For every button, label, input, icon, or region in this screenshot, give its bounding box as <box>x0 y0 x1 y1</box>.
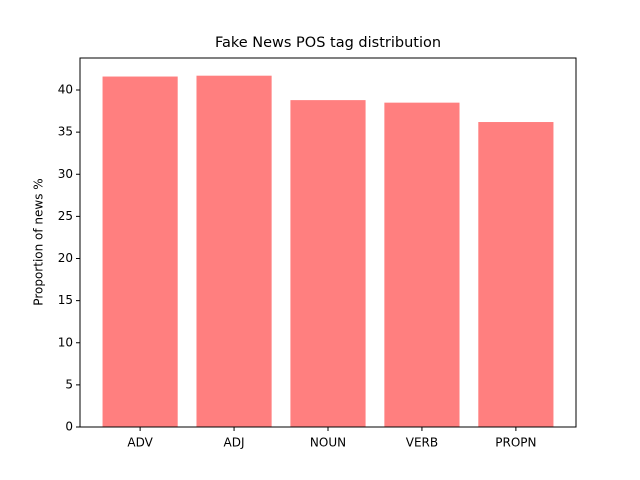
x-tick-label: PROPN <box>495 436 536 450</box>
y-tick-label: 0 <box>65 420 73 434</box>
y-tick-label: 5 <box>65 377 73 391</box>
plot-frame <box>79 57 577 428</box>
x-tick-label: ADJ <box>224 436 245 450</box>
y-tick-label: 10 <box>58 335 73 349</box>
y-tick-label: 40 <box>58 83 73 97</box>
y-tick-label: 15 <box>58 293 73 307</box>
chart-title: Fake News POS tag distribution <box>215 35 441 51</box>
bar <box>102 76 178 428</box>
x-tick-label: ADV <box>127 436 153 450</box>
y-tick-label: 35 <box>58 125 73 139</box>
x-tick-label: VERB <box>406 436 438 450</box>
y-tick-label: 30 <box>58 167 73 181</box>
bar <box>384 102 460 427</box>
bar <box>196 75 272 428</box>
y-axis-label: Proportion of news % <box>32 178 46 305</box>
y-tick-label: 25 <box>58 209 73 223</box>
bar <box>290 100 366 427</box>
x-tick-label: NOUN <box>310 436 346 450</box>
bar <box>478 122 554 427</box>
y-tick-label: 20 <box>58 251 73 265</box>
